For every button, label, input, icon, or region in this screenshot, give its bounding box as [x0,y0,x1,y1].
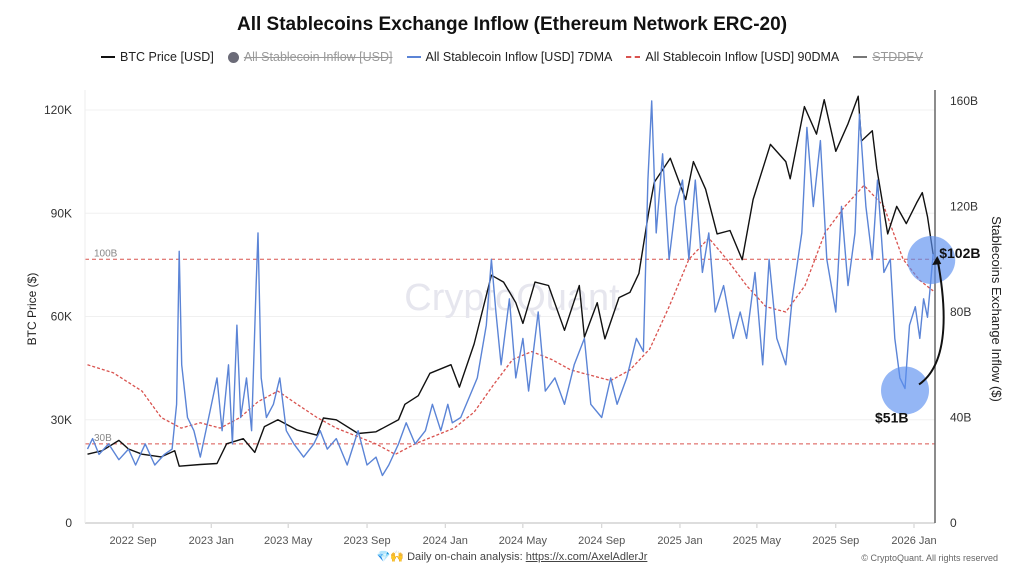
x-tick-label: 2024 Jan [423,535,468,547]
x-tick-label: 2022 Sep [109,535,156,547]
btc-price-line [87,95,934,467]
annotation-102b: $102B [939,245,980,261]
annotation-51b: $51B [875,409,908,425]
legend: BTC Price [USD] All Stablecoin Inflow [U… [0,50,1024,64]
x-tick-label: 2025 May [733,535,782,547]
legend-item-stddev[interactable]: STDDEV [853,50,923,64]
legend-label: BTC Price [USD] [120,50,214,64]
legend-item-stablecoin-inflow[interactable]: All Stablecoin Inflow [USD] [227,50,393,64]
legend-item-btc-price[interactable]: BTC Price [USD] [101,50,214,64]
left-tick-label: 120K [44,103,72,117]
x-tick-label: 2023 May [264,535,313,547]
legend-swatch [406,56,421,58]
legend-label: All Stablecoin Inflow [USD] [243,50,393,64]
x-tick-label: 2024 Sep [578,535,625,547]
highlight-circle-51b [881,366,930,415]
left-tick-label: 30K [51,413,72,427]
legend-item-90dma[interactable]: All Stablecoin Inflow [USD] 90DMA [626,50,839,64]
highlight-circle-102b [907,235,956,284]
arrow-head-icon [932,255,942,265]
reference-line-label: 100B [94,248,118,259]
x-tick-label: 2023 Jan [189,535,234,547]
inflow-7dma-line [86,100,934,477]
left-axis-label: BTC Price ($) [25,273,39,346]
left-tick-label: 60K [51,310,72,324]
legend-label: All Stablecoin Inflow [USD] 90DMA [645,50,840,64]
reference-line-label: 30B [94,433,112,444]
right-tick-label: 40B [950,411,971,425]
legend-item-7dma[interactable]: All Stablecoin Inflow [USD] 7DMA [406,50,613,64]
x-tick-label: 2023 Sep [343,535,390,547]
right-tick-label: 120B [950,200,978,214]
diamond-hands-icon: 💎🙌 [376,551,405,563]
right-axis-label: Stablecoins Exchange Inflow ($) [989,216,1004,402]
x-tick-label: 2025 Sep [812,535,859,547]
inflow-90dma-line [87,184,934,456]
legend-swatch [101,56,116,58]
legend-swatch [227,51,239,63]
footer-link[interactable]: https://x.com/AxelAdlerJr [525,551,648,563]
arrow-line [918,257,945,386]
x-tick-label: 2025 Jan [657,535,702,547]
right-tick-label: 80B [950,305,971,319]
legend-swatch [626,56,641,58]
copyright: © CryptoQuant. All rights reserved [861,553,998,563]
right-tick-label: 0 [950,516,957,530]
footer: 💎🙌 Daily on-chain analysis: https://x.co… [0,550,1024,563]
legend-label: All Stablecoin Inflow [USD] 7DMA [425,50,613,64]
legend-label: STDDEV [872,50,923,64]
left-tick-label: 90K [51,206,72,220]
right-tick-label: 160B [950,94,978,108]
legend-swatch [853,56,868,58]
chart-title: All Stablecoins Exchange Inflow (Ethereu… [236,14,788,35]
x-tick-label: 2024 May [499,535,548,547]
x-tick-label: 2026 Jan [891,535,936,547]
footer-text: Daily on-chain analysis: [407,551,526,563]
left-tick-label: 0 [65,516,72,530]
